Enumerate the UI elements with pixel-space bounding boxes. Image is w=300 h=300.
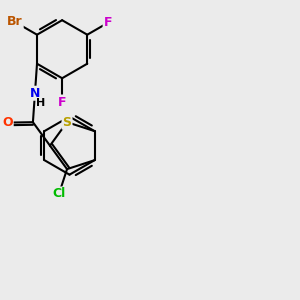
Text: N: N: [30, 87, 40, 100]
Text: F: F: [103, 16, 112, 29]
Text: Br: Br: [7, 15, 23, 28]
Text: H: H: [35, 98, 45, 107]
Text: F: F: [58, 95, 66, 109]
Text: S: S: [62, 116, 71, 129]
Text: O: O: [2, 116, 13, 129]
Text: Cl: Cl: [52, 188, 66, 200]
